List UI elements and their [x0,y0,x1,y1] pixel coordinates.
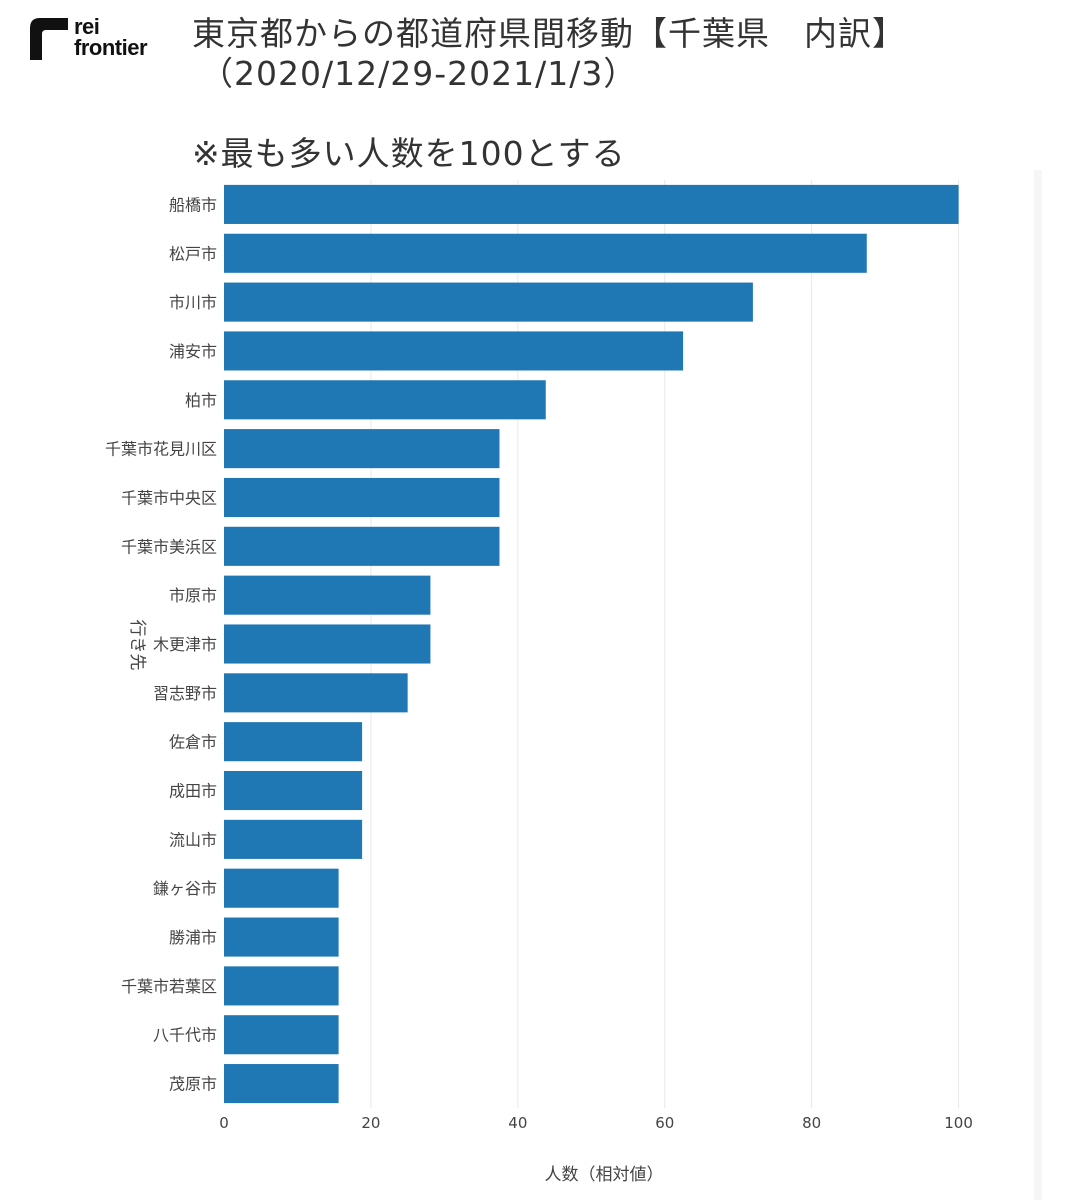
chart-title: 東京都からの都道府県間移動【千葉県 内訳】 （2020/12/29-2021/1… [192,14,1072,94]
bar-7[interactable] [224,477,500,518]
bar-8[interactable] [224,526,500,566]
y-tick-label: 柏市 [185,391,217,410]
x-axis-label: 人数（相対値） [545,1165,664,1185]
x-tick-label: 100 [944,1114,973,1132]
brand-logo: rei frontier [30,16,180,64]
chart-title-line2: （2020/12/29-2021/1/3） [200,54,638,93]
bar-6[interactable] [224,429,500,469]
x-tick-label: 80 [802,1114,821,1132]
bar-9[interactable] [224,575,431,615]
y-tick-label: 浦安市 [169,342,217,361]
x-tick-label: 40 [508,1114,527,1132]
chart-title-line1: 東京都からの都道府県間移動【千葉県 内訳】 [192,14,906,53]
y-tick-label: 茂原市 [169,1075,217,1094]
y-tick-label: 鎌ヶ谷市 [153,879,217,898]
y-tick-label: 千葉市花見川区 [105,440,217,459]
bar-19[interactable] [224,1064,339,1104]
y-tick-label: 市原市 [169,586,217,605]
bar-5[interactable] [224,380,546,420]
x-tick-label: 0 [219,1114,229,1132]
bar-4[interactable] [224,331,684,371]
bar-16[interactable] [224,917,339,957]
y-axis-label: 行き先 [127,620,147,671]
y-tick-label: 佐倉市 [169,733,217,752]
y-tick-label: 松戸市 [169,244,217,263]
y-tick-label: 勝浦市 [169,928,217,947]
y-tick-label: 木更津市 [153,635,217,654]
bar-18[interactable] [224,1015,339,1055]
logo-text: rei frontier [74,14,148,60]
bar-17[interactable] [224,966,339,1006]
y-tick-label: 市川市 [169,293,217,312]
y-tick-label: 流山市 [169,830,217,849]
bar-12[interactable] [224,722,363,762]
x-tick-label: 20 [361,1114,380,1132]
chart-subtitle: ※最も多い人数を100とする [192,134,626,173]
chart-bars [224,184,959,1104]
logo-mark-icon [30,18,68,60]
bar-10[interactable] [224,624,431,664]
logo-word-rei: rei [74,14,100,39]
bar-14[interactable] [224,819,363,859]
y-tick-labels: 船橋市松戸市市川市浦安市柏市千葉市花見川区千葉市中央区千葉市美浜区市原市木更津市… [105,195,217,1093]
panel-edge [1034,170,1042,1200]
y-tick-label: 千葉市若葉区 [121,977,217,996]
bar-1[interactable] [224,184,959,224]
bar-3[interactable] [224,282,753,322]
y-tick-label: 八千代市 [153,1026,217,1045]
bar-11[interactable] [224,673,408,713]
y-tick-label: 千葉市中央区 [121,488,217,507]
y-tick-label: 千葉市美浜区 [121,537,217,556]
y-tick-label: 成田市 [169,782,217,801]
y-tick-label: 習志野市 [153,684,217,703]
x-tick-labels: 0 20 40 60 80 100 [219,1114,973,1132]
logo-word-frontier: frontier [74,35,148,60]
x-tick-label: 60 [655,1114,674,1132]
bar-2[interactable] [224,233,867,273]
bar-13[interactable] [224,770,363,811]
y-tick-label: 船橋市 [169,195,217,214]
bar-15[interactable] [224,868,339,908]
